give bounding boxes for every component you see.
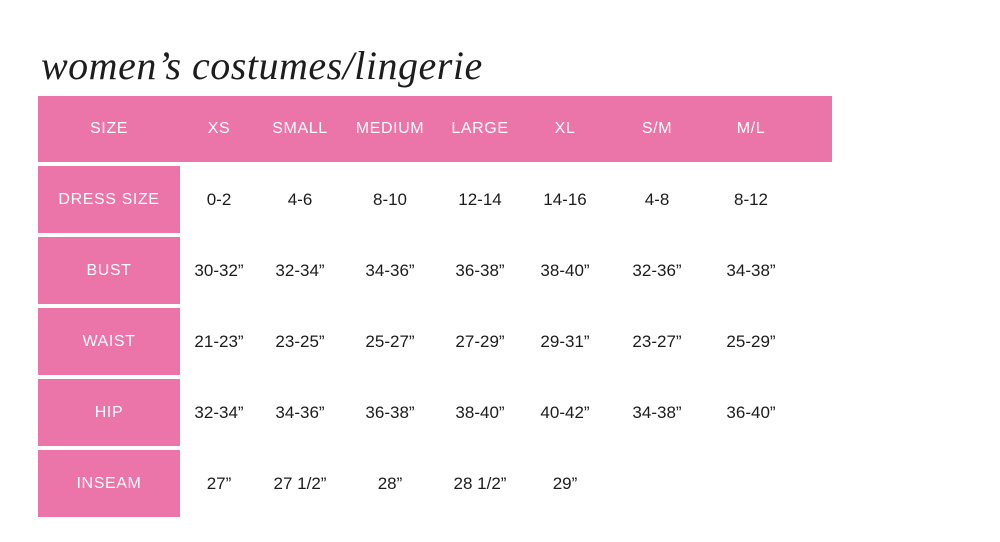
table-cell: 40-42” (540, 402, 590, 422)
row-label: INSEAM (38, 450, 180, 517)
table-row-hip: HIP 32-34” 34-36” 36-38” 38-40” 40-42” 3… (38, 379, 832, 446)
table-cell: 8-12 (733, 189, 769, 209)
header-cell-sm: S/M (641, 120, 673, 137)
table-cell: 27-29” (455, 331, 505, 351)
table-cell: 23-27” (632, 331, 682, 351)
table-cell: 4-8 (644, 189, 670, 209)
table-cell (706, 450, 796, 517)
table-cell: 14-16 (543, 189, 587, 209)
table-cell: 25-29” (726, 331, 776, 351)
table-cell: 29” (552, 473, 578, 493)
page-title: women’s costumes/lingerie (41, 43, 483, 88)
table-cell: 32-36” (632, 260, 682, 280)
table-cell: 38-40” (540, 260, 590, 280)
header-cell-medium: MEDIUM (355, 120, 425, 137)
table-cell: 21-23” (194, 331, 244, 351)
table-cell: 38-40” (455, 402, 505, 422)
header-cell-large: LARGE (451, 120, 509, 137)
table-cell: 36-38” (365, 402, 415, 422)
header-cell-small: SMALL (272, 120, 328, 137)
table-cell: 36-38” (455, 260, 505, 280)
table-cell: 30-32” (194, 260, 244, 280)
row-label: HIP (38, 379, 180, 446)
table-cell: 8-10 (372, 189, 408, 209)
table-cell: 36-40” (726, 402, 776, 422)
table-cell: 34-38” (726, 260, 776, 280)
header-cell-xl: XL (554, 120, 576, 137)
row-label: WAIST (38, 308, 180, 375)
row-label: BUST (38, 237, 180, 304)
table-cell: 28” (377, 473, 403, 493)
table-row-dress-size: DRESS SIZE 0-2 4-6 8-10 12-14 14-16 4-8 … (38, 166, 832, 233)
table-cell: 28 1/2” (453, 473, 507, 493)
table-header-row: SIZE XS SMALL MEDIUM LARGE XL S/M M/L (38, 96, 832, 162)
row-label: DRESS SIZE (38, 166, 180, 233)
table-cell: 23-25” (275, 331, 325, 351)
table-cell: 4-6 (287, 189, 313, 209)
table-cell: 32-34” (194, 402, 244, 422)
table-cell: 32-34” (275, 260, 325, 280)
table-row-bust: BUST 30-32” 32-34” 34-36” 36-38” 38-40” … (38, 237, 832, 304)
header-cell-ml: M/L (736, 120, 766, 137)
table-cell: 25-27” (365, 331, 415, 351)
table-cell: 34-38” (632, 402, 682, 422)
table-cell: 34-36” (365, 260, 415, 280)
table-cell: 34-36” (275, 402, 325, 422)
table-row-inseam: INSEAM 27” 27 1/2” 28” 28 1/2” 29” (38, 450, 832, 517)
table-row-waist: WAIST 21-23” 23-25” 25-27” 27-29” 29-31”… (38, 308, 832, 375)
size-table: SIZE XS SMALL MEDIUM LARGE XL S/M M/L DR… (38, 96, 832, 521)
table-cell: 12-14 (458, 189, 502, 209)
table-cell (608, 450, 706, 517)
table-cell: 0-2 (206, 189, 232, 209)
table-cell: 27 1/2” (273, 473, 327, 493)
header-cell-xs: XS (207, 120, 231, 137)
table-cell: 29-31” (540, 331, 590, 351)
table-cell: 27” (206, 473, 232, 493)
header-cell-size: SIZE (90, 120, 128, 137)
